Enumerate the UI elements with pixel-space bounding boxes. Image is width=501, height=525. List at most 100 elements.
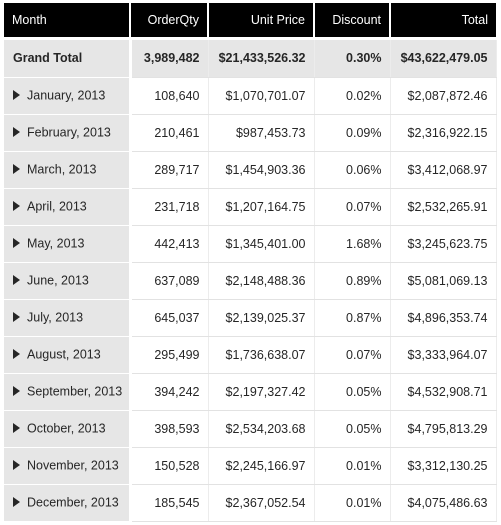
cell-total: $5,081,069.13 (390, 262, 497, 300)
cell-unit-price: $987,453.73 (208, 114, 315, 152)
cell-total: $3,412,068.97 (390, 151, 497, 189)
cell-discount: 0.89% (314, 262, 391, 300)
cell-unit-price: $2,197,327.42 (208, 373, 315, 411)
cell-order-qty: 398,593 (130, 410, 209, 448)
expand-caret-icon[interactable] (13, 386, 20, 397)
cell-discount: 0.87% (314, 299, 391, 337)
table-row: July, 2013 645,037 $2,139,025.37 0.87% $4,89… (4, 299, 497, 337)
cell-total: $4,532,908.71 (390, 373, 497, 411)
cell-total: $4,075,486.63 (390, 484, 497, 522)
month-label: September, 2013 (27, 384, 123, 399)
month-label: May, 2013 (27, 236, 85, 251)
cell-unit-price: $1,070,701.07 (208, 77, 315, 115)
expand-caret-icon[interactable] (13, 349, 20, 360)
expand-caret-icon[interactable] (13, 275, 20, 286)
table-row: October, 2013 398,593 $2,534,203.68 0.05% $4… (4, 410, 497, 448)
month-label: January, 2013 (27, 88, 106, 103)
expand-caret-icon[interactable] (13, 497, 20, 508)
grand-total-unit-price: $21,433,526.32 (208, 36, 315, 78)
expand-caret-icon[interactable] (13, 90, 20, 101)
cell-order-qty: 637,089 (130, 262, 209, 300)
cell-order-qty: 108,640 (130, 77, 209, 115)
cell-order-qty: 645,037 (130, 299, 209, 337)
row-header-month[interactable]: June, 2013 (4, 262, 132, 300)
expand-caret-icon[interactable] (13, 312, 20, 323)
cell-discount: 0.06% (314, 151, 391, 189)
row-header-month[interactable]: April, 2013 (4, 188, 132, 226)
expand-caret-icon[interactable] (13, 164, 20, 175)
cell-total: $2,316,922.15 (390, 114, 497, 152)
month-label: April, 2013 (27, 199, 87, 214)
table-row: April, 2013 231,718 $1,207,164.75 0.07% $2,5… (4, 188, 497, 226)
month-label: March, 2013 (27, 162, 97, 177)
month-label: October, 2013 (27, 421, 106, 436)
table-row: June, 2013 637,089 $2,148,488.36 0.89% $5,08… (4, 262, 497, 300)
row-header-month[interactable]: May, 2013 (4, 225, 132, 263)
grand-total-order-qty: 3,989,482 (130, 36, 209, 78)
cell-unit-price: $2,245,166.97 (208, 447, 315, 485)
column-header-unit-price[interactable]: Unit Price (208, 3, 315, 38)
cell-discount: 0.07% (314, 188, 391, 226)
cell-order-qty: 231,718 (130, 188, 209, 226)
table-row: May, 2013 442,413 $1,345,401.00 1.68% $3,245… (4, 225, 497, 263)
cell-unit-price: $1,345,401.00 (208, 225, 315, 263)
cell-discount: 0.05% (314, 373, 391, 411)
cell-total: $2,532,265.91 (390, 188, 497, 226)
cell-order-qty: 150,528 (130, 447, 209, 485)
row-header-month[interactable]: October, 2013 (4, 410, 132, 448)
month-label: July, 2013 (27, 310, 84, 325)
row-header-month[interactable]: August, 2013 (4, 336, 132, 374)
month-label: August, 2013 (27, 347, 101, 362)
expand-caret-icon[interactable] (13, 201, 20, 212)
table-row: September, 2013 394,242 $2,197,327.42 0.05%… (4, 373, 497, 411)
header-row: Month OrderQty Unit Price Discount Total (4, 3, 496, 38)
table-row: January, 2013 108,640 $1,070,701.07 0.02% $2… (4, 77, 497, 115)
row-header-month[interactable]: July, 2013 (4, 299, 132, 337)
grand-total-label: Grand Total (4, 36, 132, 78)
cell-discount: 0.05% (314, 410, 391, 448)
cell-unit-price: $2,367,052.54 (208, 484, 315, 522)
cell-order-qty: 210,461 (130, 114, 209, 152)
row-header-month[interactable]: March, 2013 (4, 151, 132, 189)
row-header-month[interactable]: November, 2013 (4, 447, 132, 485)
cell-discount: 0.02% (314, 77, 391, 115)
cell-order-qty: 295,499 (130, 336, 209, 374)
month-label: June, 2013 (27, 273, 89, 288)
cell-total: $4,795,813.29 (390, 410, 497, 448)
month-label: February, 2013 (27, 125, 111, 140)
column-header-order-qty[interactable]: OrderQty (130, 3, 209, 38)
cell-discount: 0.09% (314, 114, 391, 152)
grand-total-total: $43,622,479.05 (390, 36, 497, 78)
expand-caret-icon[interactable] (13, 127, 20, 138)
column-header-total[interactable]: Total (390, 3, 496, 38)
cell-discount: 0.07% (314, 336, 391, 374)
cell-total: $4,896,353.74 (390, 299, 497, 337)
cell-total: $3,312,130.25 (390, 447, 497, 485)
row-header-month[interactable]: February, 2013 (4, 114, 132, 152)
row-header-month[interactable]: September, 2013 (4, 373, 132, 411)
expand-caret-icon[interactable] (13, 460, 20, 471)
expand-caret-icon[interactable] (13, 238, 20, 249)
column-header-month[interactable]: Month (4, 3, 131, 38)
cell-discount: 1.68% (314, 225, 391, 263)
month-label: December, 2013 (27, 495, 119, 510)
table-row: February, 2013 210,461 $987,453.73 0.09% $2,… (4, 114, 497, 152)
column-header-discount[interactable]: Discount (314, 3, 391, 38)
grand-total-row: Grand Total 3,989,482 $21,433,526.32 0.3… (4, 36, 497, 78)
cell-unit-price: $1,207,164.75 (208, 188, 315, 226)
cell-unit-price: $1,454,903.36 (208, 151, 315, 189)
cell-order-qty: 442,413 (130, 225, 209, 263)
cell-unit-price: $2,139,025.37 (208, 299, 315, 337)
expand-caret-icon[interactable] (13, 423, 20, 434)
cell-order-qty: 185,545 (130, 484, 209, 522)
cell-order-qty: 289,717 (130, 151, 209, 189)
row-header-month[interactable]: December, 2013 (4, 484, 132, 522)
table-row: November, 2013 150,528 $2,245,166.97 0.01% $… (4, 447, 497, 485)
row-header-month[interactable]: January, 2013 (4, 77, 132, 115)
grand-total-discount: 0.30% (314, 36, 391, 78)
cell-discount: 0.01% (314, 484, 391, 522)
cell-total: $2,087,872.46 (390, 77, 497, 115)
month-label: November, 2013 (27, 458, 119, 473)
cell-order-qty: 394,242 (130, 373, 209, 411)
pivot-table: Month OrderQty Unit Price Discount Total… (4, 3, 497, 522)
